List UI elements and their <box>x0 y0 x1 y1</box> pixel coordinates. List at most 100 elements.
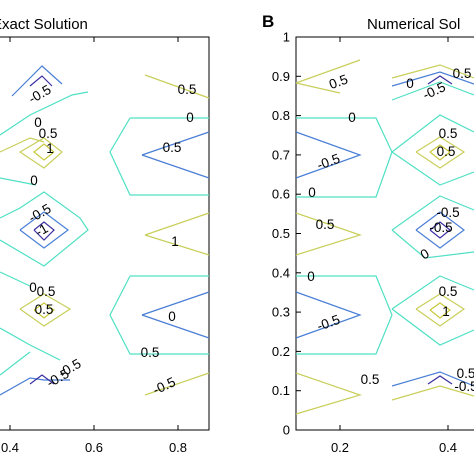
panel-b-label: B <box>262 12 274 31</box>
contour-line <box>391 385 474 401</box>
contour-line <box>391 195 474 231</box>
contour-label: 0.5 <box>163 140 182 155</box>
contour-line <box>295 59 361 84</box>
x-tick-label: 0.2 <box>331 440 349 455</box>
contour-line <box>391 308 474 346</box>
contour-line <box>415 136 466 169</box>
contour-lines <box>0 59 474 415</box>
contour-line <box>33 143 55 161</box>
contour-line <box>141 314 210 339</box>
y-tick-label: 0 <box>283 423 290 438</box>
contour-label: 0.5 <box>316 217 335 232</box>
y-tick-label: 0.3 <box>272 305 290 320</box>
panel-a-axes <box>0 36 210 431</box>
contour-line <box>0 177 37 186</box>
contour-label: -0.5 <box>315 151 342 173</box>
y-tick-label: 0.8 <box>272 108 290 123</box>
contour-line <box>429 302 452 319</box>
contour-label: 0.5 <box>439 284 458 299</box>
panel-a-ticks: 0.4 0.6 0.8 <box>1 37 187 455</box>
contour-line <box>29 75 53 87</box>
x-tick-label: 0.4 <box>439 440 457 455</box>
contour-line <box>391 151 474 186</box>
contour-label: 0.5 <box>39 126 58 141</box>
x-tick-label: 0.4 <box>1 440 19 455</box>
contour-line <box>0 351 31 376</box>
contour-line <box>415 211 465 249</box>
contour-line <box>429 144 452 161</box>
contour-label: 0.5 <box>437 144 456 159</box>
contour-line <box>0 327 61 361</box>
contour-line <box>33 221 55 241</box>
contour-line <box>33 302 56 319</box>
y-tick-label: 0.7 <box>272 147 290 162</box>
contour-label: 0 <box>168 309 176 324</box>
contour-label: -0.5 <box>150 374 177 397</box>
contour-label: -0.5 <box>436 205 459 220</box>
contour-line <box>391 71 474 87</box>
contour-line <box>18 137 63 169</box>
x-tick-label: 0.8 <box>169 440 187 455</box>
contour-line <box>0 91 89 136</box>
y-tick-label: 0.6 <box>272 187 290 202</box>
contour-line <box>144 372 210 396</box>
contour-line <box>391 275 474 310</box>
contour-label: 0 <box>348 110 356 125</box>
contour-labels: -0.50.5100-0.5-1-0.50.50-0.500.50.510.50… <box>26 66 474 398</box>
contour-label: -0.5 <box>315 312 342 334</box>
contour-line <box>427 375 453 385</box>
contour-line <box>295 372 362 415</box>
contour-label: 0 <box>29 280 37 295</box>
contour-line <box>109 275 209 355</box>
contour-line <box>295 291 362 339</box>
contour-label: 0.5 <box>457 366 474 381</box>
contour-line <box>0 191 89 267</box>
contour-label: 0.5 <box>361 372 380 387</box>
contour-label: 0 <box>418 246 432 263</box>
contour-line <box>11 65 63 97</box>
contour-line <box>295 131 362 179</box>
contour-line <box>415 293 466 327</box>
contour-line <box>144 74 210 99</box>
contour-line <box>391 114 474 153</box>
contour-line <box>109 117 209 196</box>
panel-a-title: Exact Solution <box>0 16 88 33</box>
contour-label: 0.5 <box>453 66 472 81</box>
contour-line <box>391 371 474 387</box>
contour-line <box>296 275 393 355</box>
contour-label: 1 <box>442 304 450 319</box>
y-tick-label: 1 <box>283 30 290 45</box>
contour-label: -0.5 <box>454 379 474 394</box>
contour-line <box>141 291 210 316</box>
contour-label: -0.5 <box>420 79 447 102</box>
panel-b-title: Numerical Sol <box>367 16 460 33</box>
contour-label: 0.5 <box>178 82 197 97</box>
contour-label: 1 <box>171 234 179 249</box>
contour-label: 0 <box>307 269 315 284</box>
contour-line <box>429 221 451 239</box>
panel-b-ticks: 0.2 0.4 0 0.1 0.2 0.3 0.4 0.5 0.6 0.7 0.8 0.9 1 <box>272 30 457 456</box>
contour-line <box>427 75 453 85</box>
contour-label: 1 <box>46 141 54 156</box>
contour-line <box>391 81 474 101</box>
contour-label: 0.5 <box>439 126 458 141</box>
contour-label: 0.5 <box>141 345 160 360</box>
contour-label: 0.5 <box>37 284 56 299</box>
contour-line <box>391 64 474 79</box>
contour-line <box>295 82 341 94</box>
contour-line <box>19 293 72 327</box>
y-tick-label: 0.2 <box>272 344 290 359</box>
contour-label: 0 <box>30 173 38 188</box>
y-tick-label: 0.1 <box>272 383 290 398</box>
y-tick-label: 0.4 <box>272 265 290 280</box>
y-tick-label: 0.9 <box>272 69 290 84</box>
x-tick-label: 0.6 <box>85 440 103 455</box>
contour-line <box>141 131 210 156</box>
contour-label: 0 <box>34 115 42 130</box>
contour-line <box>295 212 362 256</box>
contour-label: 0 <box>406 76 414 91</box>
contour-label: 0.5 <box>35 302 54 317</box>
contour-line <box>29 374 55 385</box>
y-tick-label: 0.5 <box>272 226 290 241</box>
